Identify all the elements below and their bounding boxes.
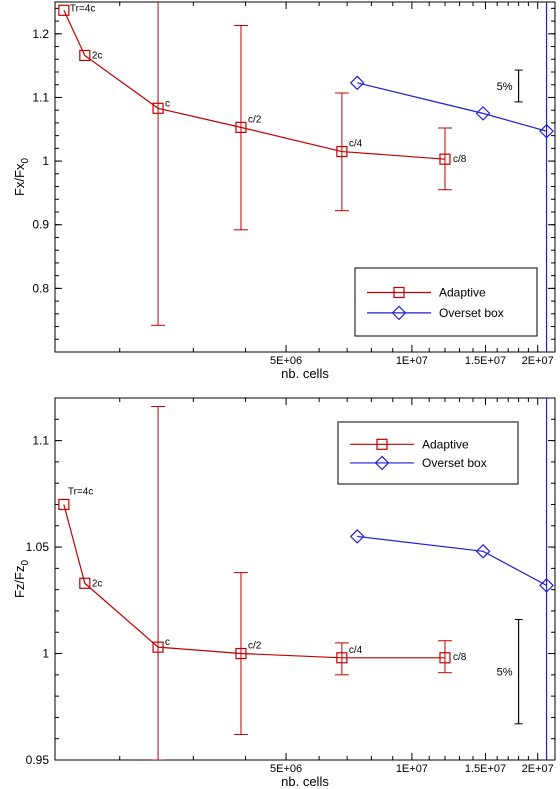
plot-frame: [54, 1, 556, 353]
legend-box: [354, 267, 538, 337]
data-point-square: [79, 49, 91, 62]
x-tick-label: 5E+06: [270, 355, 302, 367]
point-label: c: [165, 98, 170, 109]
data-point-square: [152, 102, 164, 114]
legend-marker-diamond: [374, 455, 390, 471]
y-axis-label: Fz/Fz0: [12, 560, 31, 599]
point-label: c/2: [248, 114, 262, 125]
chart-panel-1: 5E+06 1E+07 1.5E+07 2E+07 0.8 0.9 1 1.1 1.2 nb. c…: [12, 1, 556, 381]
legend: Adaptive Overset box: [337, 421, 519, 485]
data-point-square: [235, 647, 247, 660]
data-point-diamond: [539, 123, 554, 139]
x-tick-label: 1E+07: [396, 355, 428, 367]
data-point-square: [58, 498, 70, 511]
point-label: 2c: [92, 50, 103, 61]
x-axis-label: nb. cells: [281, 366, 329, 381]
data-point-square: [336, 145, 348, 158]
chart-panel-2: 5E+06 1E+07 1.5E+07 2E+07 0.95 1 1.05 1.1 nb. ce…: [12, 397, 556, 789]
legend-label-1: Overset box: [439, 306, 504, 320]
data-point-square: [235, 121, 247, 133]
x-tick-label: 1.5E+07: [465, 355, 506, 367]
y-axis-label-subscript: 0: [20, 158, 31, 164]
plot-data: [58, 2, 554, 352]
point-label: c: [165, 637, 170, 648]
legend-box: [337, 421, 519, 485]
scale-bar-label: 5%: [497, 667, 513, 679]
y-tick-label: 0.95: [26, 753, 50, 767]
y-tick-label: 1: [42, 154, 49, 168]
data-point-diamond: [475, 106, 491, 121]
legend-label-0: Adaptive: [439, 285, 486, 299]
plot-frame: [54, 397, 556, 761]
y-tick-label: 1.1: [32, 90, 49, 104]
x-axis-label: nb. cells: [281, 774, 329, 789]
x-tick-label: 2E+07: [522, 763, 554, 775]
point-label: c/4: [349, 645, 363, 656]
y-tick-label: 1.05: [26, 540, 50, 554]
point-label: c/8: [453, 154, 467, 165]
data-point-square: [439, 153, 451, 165]
legend-label-0: Adaptive: [422, 437, 469, 451]
legend-label-1: Overset box: [422, 456, 487, 470]
data-point-square: [58, 4, 70, 16]
point-label: c/8: [453, 652, 467, 663]
point-label: c/4: [349, 139, 363, 150]
point-label: Tr=4c: [70, 3, 95, 14]
series-line-0: [63, 504, 445, 659]
data-point-diamond: [349, 529, 365, 544]
data-point-square: [152, 641, 164, 653]
plot-data: [58, 398, 554, 760]
point-label: Tr=4c: [68, 486, 93, 497]
scale-bar-label: 5%: [497, 81, 513, 93]
point-label: c/2: [248, 641, 262, 652]
x-tick-label: 5E+06: [270, 763, 302, 775]
y-axis-label-subscript: 0: [20, 560, 31, 566]
y-tick-label: 1: [42, 647, 49, 661]
legend-marker-diamond: [391, 305, 407, 321]
y-tick-label: 1.2: [32, 27, 49, 41]
legend-marker-square: [393, 286, 405, 299]
data-point-square: [336, 652, 348, 664]
y-axis-label: Fx/Fx0: [12, 158, 31, 197]
series-line-1: [357, 82, 547, 132]
x-tick-label: 1E+07: [396, 763, 428, 775]
legend-marker-square: [376, 438, 388, 450]
y-tick-label: 0.8: [32, 281, 49, 295]
y-axis-label-base: Fz/Fz: [12, 566, 27, 599]
data-point-square: [439, 652, 451, 664]
x-tick-label: 1.5E+07: [465, 763, 506, 775]
data-point-square: [79, 577, 91, 589]
data-point-diamond: [475, 543, 491, 559]
data-point-diamond: [539, 578, 554, 593]
x-tick-label: 2E+07: [522, 355, 554, 367]
y-tick-label: 1.1: [32, 434, 49, 448]
point-label: 2c: [92, 578, 103, 589]
legend: Adaptive Overset box: [354, 267, 538, 337]
data-point-diamond: [349, 75, 365, 91]
y-axis-label-base: Fx/Fx: [12, 163, 27, 196]
series-line-1: [357, 535, 547, 586]
series-line-0: [63, 10, 446, 160]
y-tick-label: 0.9: [32, 218, 49, 232]
